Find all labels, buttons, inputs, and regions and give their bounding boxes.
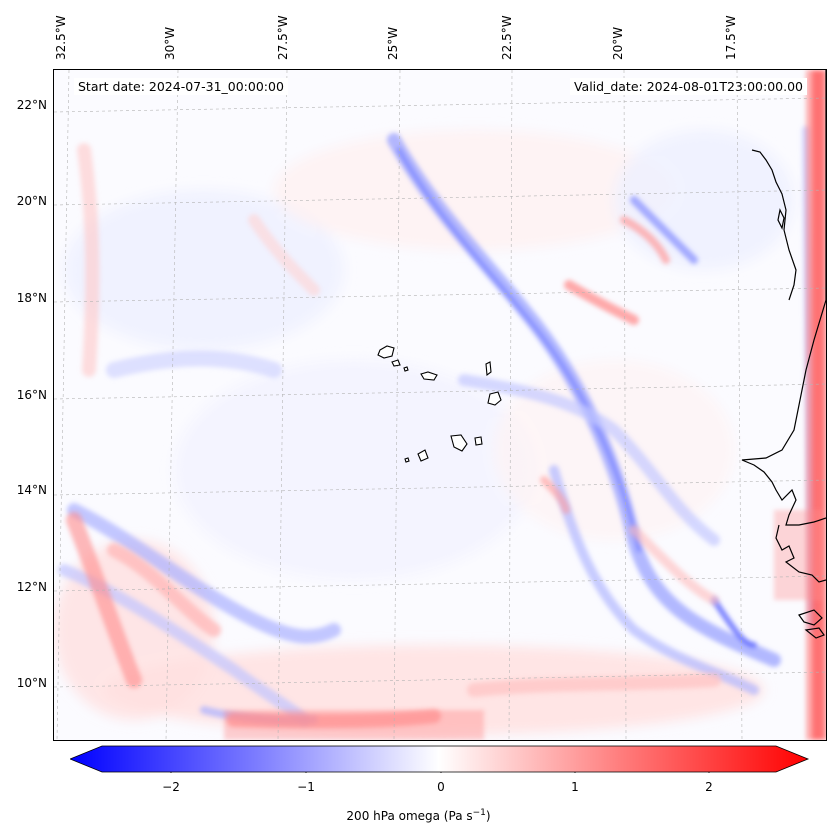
lon-label-22-5w: 22.5°W (500, 15, 514, 60)
lon-label-27-5w: 27.5°W (276, 15, 290, 60)
colorbar-tick-2: 2 (705, 780, 713, 794)
start-date-label: Start date: 2024-07-31_00:00:00 (74, 78, 288, 95)
lat-label-10n: 10°N (16, 676, 47, 690)
lat-label-16n: 16°N (16, 388, 47, 402)
colorbar-tick-minus-1: −1 (297, 780, 315, 794)
lon-label-32-5w: 32.5°W (54, 15, 68, 60)
colorbar-label-text: 200 hPa omega (Pa s (346, 809, 473, 823)
lat-label-20n: 20°N (16, 194, 47, 208)
colorbar (70, 745, 810, 773)
graticule (54, 70, 826, 740)
lon-label-20w: 20°W (611, 26, 625, 60)
valid-date-label: Valid_date: 2024-08-01T23:00:00.00 (569, 78, 807, 95)
colorbar-label-close: ) (485, 809, 491, 823)
lon-label-30w: 30°W (163, 26, 177, 60)
west-africa-coastline (741, 70, 826, 639)
lat-label-12n: 12°N (16, 580, 47, 594)
east-edge-positive-band (774, 70, 826, 740)
colorbar-body (70, 745, 810, 773)
lat-label-22n: 22°N (16, 98, 47, 112)
colorbar-ticks (170, 772, 710, 773)
map-panel (53, 69, 827, 741)
omega-field-map (54, 70, 826, 740)
colorbar-tick-minus-2: −2 (162, 780, 180, 794)
lon-label-17-5w: 17.5°W (724, 15, 738, 60)
cape-verde-islands (377, 345, 502, 463)
lat-label-14n: 14°N (16, 483, 47, 497)
colorbar-tick-1: 1 (571, 780, 579, 794)
banc-arguin-inlet (777, 208, 785, 230)
colorbar-label: 200 hPa omega (Pa s−1) (0, 808, 837, 823)
lat-label-18n: 18°N (16, 291, 47, 305)
colorbar-label-exponent: −1 (472, 808, 486, 818)
omega-background-field (54, 130, 794, 735)
lon-label-25w: 25°W (386, 26, 400, 60)
south-edge-positive-band (224, 710, 484, 740)
mauritania-coast-north (751, 149, 797, 301)
colorbar-tick-0: 0 (437, 780, 445, 794)
